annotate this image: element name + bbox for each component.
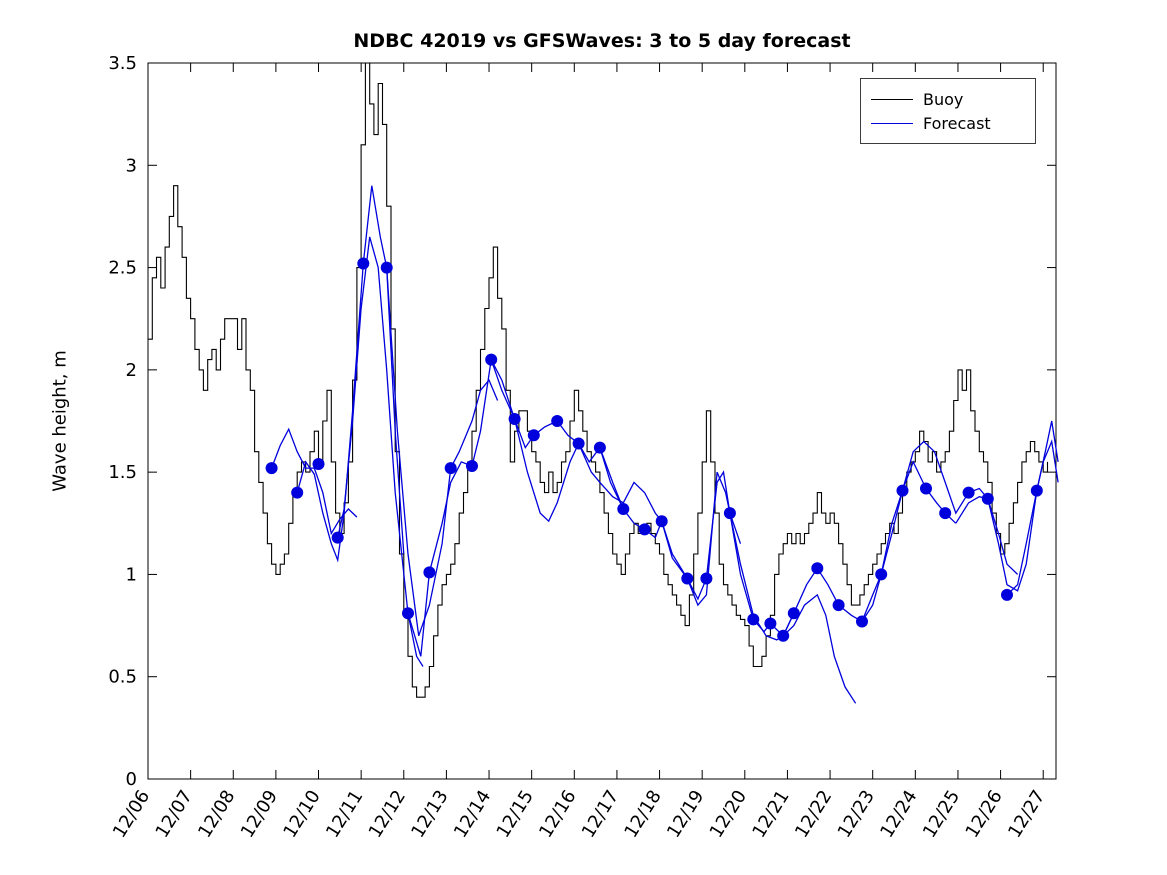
x-tick-label: 12/11 (322, 787, 367, 842)
forecast-marker (485, 353, 498, 366)
y-tick-label: 2.5 (108, 258, 137, 279)
forecast-marker (920, 482, 932, 495)
forecast-marker (723, 507, 736, 520)
forecast-marker (1030, 484, 1043, 497)
forecast-marker (357, 257, 370, 270)
x-tick-label: 12/20 (706, 787, 751, 842)
x-tick-label: 12/21 (748, 787, 793, 842)
forecast-marker (747, 613, 760, 626)
buoy-line-sample-icon (871, 98, 913, 100)
forecast-marker (787, 607, 800, 620)
forecast-marker (444, 462, 457, 475)
forecast-marker (856, 615, 868, 628)
forecast-line (337, 236, 424, 667)
forecast-marker (380, 261, 393, 274)
x-tick-label: 12/17 (578, 787, 623, 842)
x-tick-label: 12/22 (791, 787, 836, 842)
y-tick-label: 1.5 (108, 462, 137, 483)
forecast-marker (551, 415, 564, 427)
buoy-line (148, 62, 1049, 698)
forecast-marker (962, 486, 975, 499)
forecast-marker (939, 507, 952, 520)
x-tick-label: 12/27 (1004, 787, 1049, 842)
x-tick-label: 12/24 (876, 787, 921, 842)
forecast-line (861, 460, 957, 622)
forecast-marker (593, 441, 606, 454)
forecast-line (296, 185, 405, 563)
forecast-line-sample-icon (871, 122, 913, 124)
forecast-marker (466, 460, 478, 472)
legend-row-buoy: Buoy (871, 87, 1025, 111)
x-tick-label: 12/13 (407, 787, 452, 842)
legend: Buoy Forecast (860, 78, 1036, 144)
legend-row-forecast: Forecast (871, 111, 1025, 135)
forecast-marker (981, 492, 994, 505)
x-tick-label: 12/14 (450, 787, 495, 842)
y-tick-label: 0.5 (108, 667, 137, 688)
x-tick-label: 12/12 (365, 787, 410, 842)
forecast-marker (764, 617, 777, 630)
forecast-marker (638, 523, 651, 536)
x-tick-label: 12/15 (493, 787, 538, 842)
forecast-marker (655, 515, 668, 528)
x-tick-label: 12/19 (663, 787, 708, 842)
x-tick-label: 12/23 (834, 787, 879, 842)
forecast-marker (875, 568, 888, 581)
forecast-marker (811, 562, 824, 575)
forecast-marker (896, 484, 909, 497)
y-axis-label: Wave height, m (49, 350, 71, 492)
forecast-marker (572, 437, 585, 450)
forecast-marker (832, 599, 845, 612)
y-tick-label: 1 (126, 564, 137, 585)
forecast-marker (402, 607, 414, 620)
forecast-marker (700, 572, 713, 585)
forecast-marker (681, 572, 694, 585)
forecast-marker (331, 531, 344, 544)
x-tick-label: 12/07 (152, 787, 197, 842)
forecast-marker (777, 629, 790, 642)
forecast-marker (508, 413, 521, 425)
y-tick-label: 2 (126, 360, 137, 381)
forecast-marker (312, 458, 325, 470)
forecast-line (901, 440, 1019, 575)
x-tick-label: 12/16 (535, 787, 580, 842)
forecast-marker (265, 462, 278, 475)
y-tick-label: 0 (126, 769, 137, 790)
forecast-marker (527, 429, 540, 442)
forecast-line (955, 420, 1059, 592)
x-tick-label: 12/25 (919, 787, 964, 842)
forecast-line (513, 418, 663, 523)
forecast-marker (423, 566, 436, 579)
x-tick-label: 12/26 (962, 787, 1007, 842)
forecast-line (407, 357, 516, 657)
legend-label-buoy: Buoy (923, 89, 964, 109)
forecast-marker (291, 486, 304, 499)
x-tick-label: 12/18 (620, 787, 665, 842)
x-tick-label: 12/06 (109, 787, 154, 842)
x-tick-label: 12/10 (279, 787, 324, 842)
legend-label-forecast: Forecast (923, 113, 991, 133)
forecast-marker (1001, 588, 1013, 601)
x-tick-label: 12/09 (237, 787, 282, 842)
chart-title: NDBC 42019 vs GFSWaves: 3 to 5 day forec… (353, 30, 851, 52)
forecast-marker (617, 503, 630, 515)
y-tick-label: 3 (126, 155, 137, 176)
axes-box (147, 62, 1057, 780)
x-tick-label: 12/08 (194, 787, 239, 842)
y-tick-label: 3.5 (108, 53, 137, 74)
